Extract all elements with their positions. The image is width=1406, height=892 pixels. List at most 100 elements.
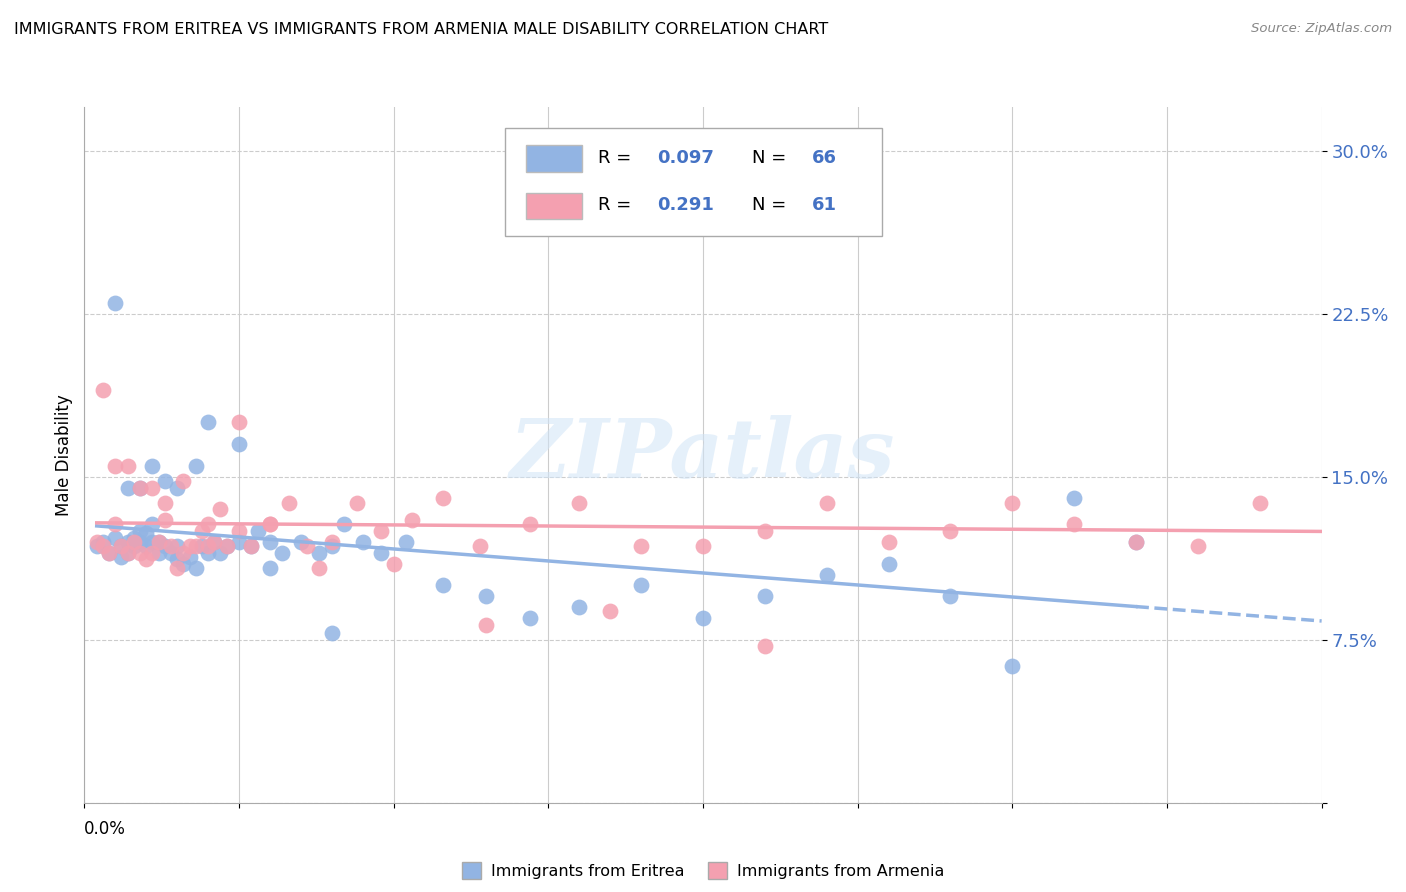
Point [202, 535, 225, 549]
Point [135, 552, 157, 566]
Point [148, 535, 170, 549]
FancyBboxPatch shape [505, 128, 883, 235]
Text: R =: R = [598, 149, 637, 167]
Text: IMMIGRANTS FROM ERITREA VS IMMIGRANTS FROM ARMENIA MALE DISABILITY CORRELATION C: IMMIGRANTS FROM ERITREA VS IMMIGRANTS FR… [14, 22, 828, 37]
Point [179, 539, 201, 553]
Point [153, 513, 176, 527]
Text: 61: 61 [811, 196, 837, 214]
Point [877, 557, 900, 571]
Point [91, 535, 114, 549]
Point [815, 496, 838, 510]
Point [370, 524, 392, 538]
Point [172, 546, 194, 560]
Point [197, 415, 219, 429]
Point [110, 539, 132, 553]
Point [117, 481, 139, 495]
Point [1125, 535, 1147, 549]
Point [1001, 658, 1024, 673]
Point [104, 295, 127, 310]
Point [110, 550, 132, 565]
Point [122, 531, 145, 545]
Point [104, 458, 127, 473]
Point [184, 561, 207, 575]
Point [141, 535, 163, 549]
Point [271, 546, 294, 560]
Point [630, 578, 652, 592]
Point [117, 535, 139, 549]
Point [184, 458, 207, 473]
Point [172, 557, 194, 571]
Point [122, 539, 145, 553]
Point [240, 539, 263, 553]
Point [197, 539, 219, 553]
Bar [526, 193, 582, 219]
Point [191, 524, 214, 538]
Point [939, 524, 962, 538]
Bar [526, 145, 582, 172]
Point [1187, 539, 1209, 553]
Point [939, 589, 962, 603]
Point [1001, 496, 1024, 510]
Text: Source: ZipAtlas.com: Source: ZipAtlas.com [1251, 22, 1392, 36]
Point [395, 535, 418, 549]
Point [382, 557, 405, 571]
Point [754, 524, 776, 538]
Point [1125, 535, 1147, 549]
Point [1063, 491, 1085, 506]
Point [321, 539, 343, 553]
Point [98, 546, 121, 560]
Point [141, 546, 163, 560]
Point [122, 535, 145, 549]
Point [568, 600, 591, 615]
Point [346, 496, 368, 510]
Point [352, 535, 374, 549]
Point [141, 481, 163, 495]
Point [475, 617, 498, 632]
Point [86, 535, 108, 549]
Point [160, 546, 183, 560]
Point [228, 415, 250, 429]
Point [537, 165, 560, 179]
Point [153, 496, 176, 510]
Point [321, 535, 343, 549]
Point [228, 535, 250, 549]
Point [166, 552, 188, 566]
Legend: Immigrants from Eritrea, Immigrants from Armenia: Immigrants from Eritrea, Immigrants from… [456, 856, 950, 885]
Point [129, 481, 152, 495]
Text: N =: N = [752, 196, 793, 214]
Point [259, 517, 281, 532]
Point [148, 546, 170, 560]
Point [308, 546, 330, 560]
Point [104, 517, 127, 532]
Point [202, 535, 225, 549]
Text: 0.097: 0.097 [657, 149, 714, 167]
Point [160, 539, 183, 553]
Text: N =: N = [752, 149, 793, 167]
Point [209, 502, 232, 516]
Point [568, 496, 591, 510]
Point [153, 474, 176, 488]
Point [129, 481, 152, 495]
Point [91, 383, 114, 397]
Point [1063, 517, 1085, 532]
Point [98, 546, 121, 560]
Point [91, 539, 114, 553]
Point [166, 561, 188, 575]
Point [630, 539, 652, 553]
Point [754, 639, 776, 653]
Point [432, 491, 454, 506]
Point [166, 481, 188, 495]
Point [148, 535, 170, 549]
Point [259, 561, 281, 575]
Point [129, 546, 152, 560]
Point [470, 539, 492, 553]
Point [295, 539, 318, 553]
Point [135, 539, 157, 553]
Point [333, 517, 356, 532]
Point [129, 535, 152, 549]
Text: 66: 66 [811, 149, 837, 167]
Point [599, 605, 621, 619]
Point [877, 535, 900, 549]
Point [1249, 496, 1271, 510]
Point [191, 539, 214, 553]
